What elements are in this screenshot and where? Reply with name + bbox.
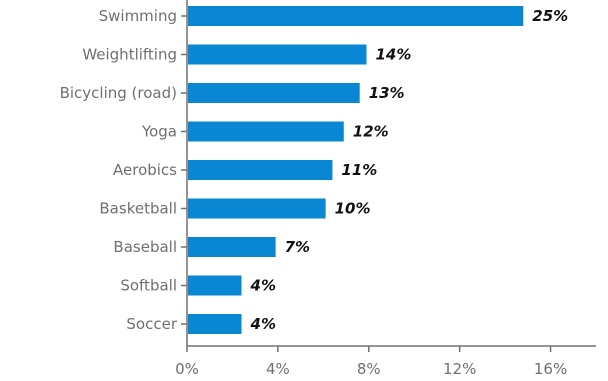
data-label-basketball: 10% bbox=[335, 200, 371, 218]
bars bbox=[188, 6, 524, 334]
bar-softball bbox=[188, 275, 242, 296]
category-label-baseball: Baseball bbox=[113, 238, 177, 256]
x-tick-label-4: 16% bbox=[534, 360, 567, 378]
x-tick-labels: 0% 4% 8% 12% 16% bbox=[175, 360, 567, 378]
bar-yoga bbox=[188, 121, 344, 142]
x-tick-label-1: 4% bbox=[266, 360, 290, 378]
category-labels: Swimming Weightlifting Bicycling (road) Yog… bbox=[60, 7, 178, 333]
category-label-yoga: Yoga bbox=[141, 123, 177, 141]
category-label-bicycling-road: Bicycling (road) bbox=[60, 84, 177, 102]
bar-basketball bbox=[188, 198, 326, 219]
category-label-weightlifting: Weightlifting bbox=[82, 46, 177, 64]
x-tick-label-2: 8% bbox=[357, 360, 381, 378]
x-tick-label-0: 0% bbox=[175, 360, 199, 378]
data-label-bicycling-road: 13% bbox=[369, 84, 405, 102]
data-label-soccer: 4% bbox=[250, 315, 276, 333]
bar-bicycling-road bbox=[188, 83, 360, 103]
bar-weightlifting bbox=[188, 44, 367, 65]
bar-baseball bbox=[188, 237, 276, 257]
category-label-swimming: Swimming bbox=[99, 7, 177, 25]
data-label-aerobics: 11% bbox=[341, 161, 377, 179]
category-label-softball: Softball bbox=[120, 277, 177, 295]
data-label-weightlifting: 14% bbox=[376, 46, 412, 64]
data-label-swimming: 25% bbox=[532, 7, 568, 25]
data-label-yoga: 12% bbox=[353, 123, 389, 141]
bar-soccer bbox=[188, 314, 242, 334]
category-label-basketball: Basketball bbox=[99, 200, 177, 218]
x-tick-label-3: 12% bbox=[443, 360, 476, 378]
bar-aerobics bbox=[188, 160, 333, 180]
bar-swimming bbox=[188, 6, 524, 26]
category-label-aerobics: Aerobics bbox=[113, 161, 177, 179]
axes bbox=[181, 0, 596, 352]
data-label-baseball: 7% bbox=[285, 238, 310, 256]
data-label-softball: 4% bbox=[250, 277, 276, 295]
data-labels: 25% 14% 13% 12% 11% 10% 7% 4% 4% bbox=[250, 7, 569, 333]
category-label-soccer: Soccer bbox=[126, 315, 177, 333]
